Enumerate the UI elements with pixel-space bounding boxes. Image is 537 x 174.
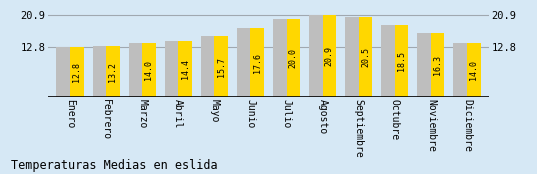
Bar: [214, 36, 228, 97]
Text: 12.8: 12.8: [72, 62, 81, 82]
Bar: [56, 47, 70, 97]
Text: 20.0: 20.0: [289, 48, 298, 68]
Bar: [417, 33, 431, 97]
Bar: [287, 19, 300, 97]
Text: 13.2: 13.2: [108, 62, 118, 82]
Bar: [92, 46, 106, 97]
Text: 15.7: 15.7: [216, 57, 226, 77]
Text: 14.0: 14.0: [144, 60, 154, 80]
Bar: [70, 47, 84, 97]
Text: 18.5: 18.5: [397, 51, 406, 71]
Bar: [395, 25, 408, 97]
Text: 20.5: 20.5: [361, 47, 370, 67]
Bar: [201, 36, 214, 97]
Bar: [323, 15, 336, 97]
Bar: [237, 28, 250, 97]
Bar: [106, 46, 120, 97]
Bar: [129, 42, 142, 97]
Bar: [345, 17, 359, 97]
Text: 14.4: 14.4: [180, 59, 190, 79]
Bar: [381, 25, 395, 97]
Text: 20.9: 20.9: [325, 46, 334, 66]
Text: 16.3: 16.3: [433, 56, 442, 76]
Text: 14.0: 14.0: [469, 60, 478, 80]
Text: 17.6: 17.6: [253, 53, 262, 73]
Bar: [165, 41, 178, 97]
Bar: [142, 42, 156, 97]
Bar: [467, 42, 481, 97]
Bar: [250, 28, 264, 97]
Bar: [178, 41, 192, 97]
Bar: [309, 15, 323, 97]
Bar: [273, 19, 287, 97]
Bar: [453, 42, 467, 97]
Text: Temperaturas Medias en eslida: Temperaturas Medias en eslida: [11, 159, 217, 172]
Bar: [359, 17, 372, 97]
Bar: [431, 33, 445, 97]
